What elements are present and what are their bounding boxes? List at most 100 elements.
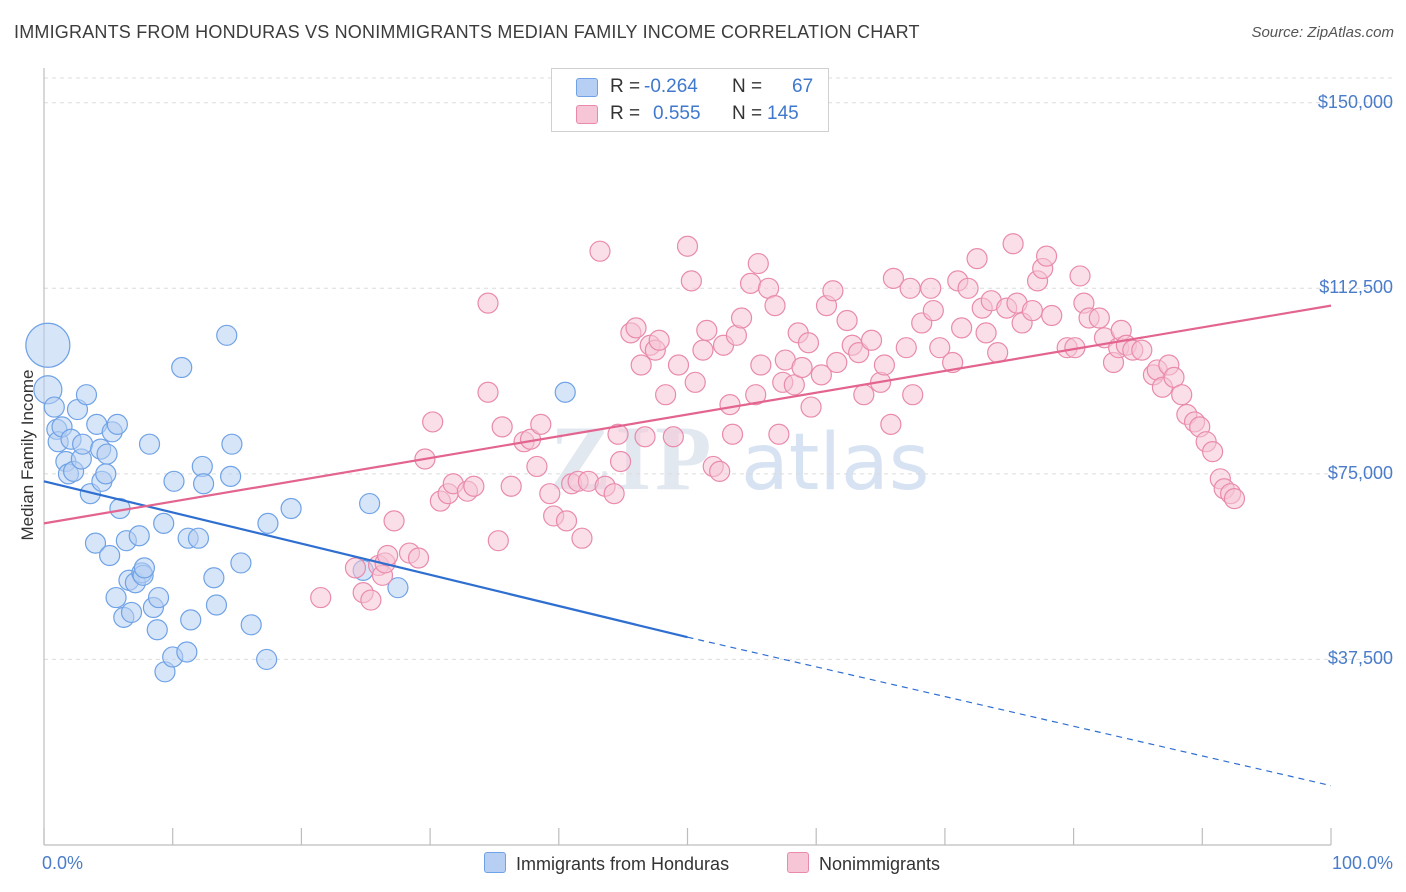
nonimmigrant-point [902, 384, 924, 406]
nonimmigrant-point [810, 364, 832, 386]
y-tick-label: $37,500 [1327, 648, 1393, 669]
nonimmigrant-point [922, 299, 944, 322]
honduras-point [84, 532, 107, 554]
nonimmigrant-point [791, 356, 813, 379]
legend-n-value: 145 [767, 103, 799, 124]
honduras-point [554, 381, 576, 403]
honduras-point [192, 473, 215, 495]
series-nonimmigrants-points [310, 233, 1246, 611]
nonimmigrant-point [607, 423, 629, 445]
nonimmigrant-point [422, 411, 444, 433]
y-axis-label: Median Family Income [18, 369, 37, 541]
legend-n-label: N = [732, 76, 763, 97]
nonimmigrant-point [730, 307, 753, 329]
x-tick-label-min: 0.0% [42, 853, 84, 873]
nonimmigrant-point [680, 270, 702, 292]
nonimmigrant-point [975, 322, 997, 344]
nonimmigrant-point [1002, 233, 1024, 255]
honduras-point [359, 492, 381, 515]
legend-r-value: 0.555 [653, 103, 701, 124]
nonimmigrant-point [966, 248, 988, 270]
nonimmigrant-point [630, 354, 652, 376]
nonimmigrant-point [929, 337, 951, 359]
nonimmigrant-point [463, 475, 485, 497]
legend-n-value: 67 [792, 76, 814, 97]
honduras-point [146, 619, 168, 641]
honduras-point [221, 433, 243, 455]
chart-title: IMMIGRANTS FROM HONDURAS VS NONIMMIGRANT… [14, 22, 920, 42]
honduras-point [75, 384, 98, 406]
nonimmigrant-point [539, 483, 561, 505]
honduras-point [257, 512, 279, 534]
honduras-point [216, 324, 238, 346]
honduras-point [25, 322, 71, 368]
nonimmigrant-point [895, 337, 917, 359]
nonimmigrant-point [882, 267, 905, 290]
nonimmigrant-point [768, 423, 790, 445]
nonimmigrant-point [880, 413, 902, 435]
nonimmigrant-point [692, 339, 714, 361]
nonimmigrant-point [853, 384, 875, 406]
honduras-point [95, 463, 117, 485]
bottom-legend-label-nonimmigrants: Nonimmigrants [819, 854, 941, 874]
honduras-point [153, 512, 175, 534]
honduras-point [171, 356, 193, 379]
honduras-point [256, 648, 278, 671]
nonimmigrant-point [625, 317, 647, 339]
nonimmigrant-point [1021, 299, 1044, 322]
nonimmigrant-point [571, 527, 593, 549]
nonimmigrant-point [1131, 339, 1153, 361]
nonimmigrant-point [739, 272, 762, 294]
nonimmigrant-point [920, 277, 942, 299]
nonimmigrant-point [662, 426, 684, 448]
nonimmigrant-point [360, 589, 382, 611]
nonimmigrant-point [719, 393, 741, 416]
nonimmigrant-point [1035, 245, 1058, 267]
nonimmigrant-point [487, 530, 509, 552]
nonimmigrant-point [1163, 366, 1185, 388]
nonimmigrant-point [747, 252, 769, 275]
honduras-point [96, 443, 118, 465]
nonimmigrant-point [873, 354, 896, 376]
nonimmigrant-point [1201, 441, 1224, 463]
nonimmigrant-point [500, 475, 522, 497]
nonimmigrant-point [942, 351, 964, 374]
bottom-legend-swatch-pink [787, 852, 809, 873]
nonimmigrant-point [848, 342, 870, 364]
honduras-point [163, 470, 185, 492]
honduras-point [106, 413, 128, 435]
bottom-legend-nonimmigrants: Nonimmigrants [787, 852, 940, 875]
honduras-point [43, 396, 65, 418]
legend-n-label: N = [732, 103, 763, 124]
bottom-legend-label-honduras: Immigrants from Honduras [516, 854, 730, 874]
nonimmigrant-point [764, 295, 786, 317]
honduras-point [105, 586, 127, 609]
trend-lines [43, 304, 1332, 787]
nonimmigrant-point [800, 396, 822, 418]
legend-r-label: R = [610, 76, 641, 97]
honduras-point [176, 641, 198, 663]
nonimmigrant-point [655, 384, 677, 406]
nonimmigrant-point [634, 426, 656, 448]
nonimmigrant-point [477, 381, 499, 403]
y-tick-label: $75,000 [1327, 462, 1393, 483]
nonimmigrant-point [721, 423, 744, 445]
honduras-point [203, 567, 225, 589]
nonimmigrant-point [783, 374, 805, 396]
legend-swatch-blue [576, 78, 598, 97]
nonimmigrant-point [709, 460, 731, 482]
nonimmigrant-point [477, 292, 499, 314]
gridlines [44, 77, 1395, 660]
honduras-point [230, 552, 252, 574]
honduras-point [205, 594, 228, 616]
honduras-point [133, 557, 155, 579]
nonimmigrant-point [951, 317, 973, 339]
nonimmigrant-point [899, 277, 921, 299]
honduras-point [120, 601, 143, 624]
honduras-point [99, 544, 121, 567]
x-tick-label-max: 100.0% [1331, 853, 1393, 873]
honduras-point [280, 497, 302, 520]
nonimmigrant-point [987, 342, 1009, 364]
nonimmigrant-point [310, 586, 332, 609]
bottom-legend-honduras: Immigrants from Honduras [484, 852, 729, 875]
